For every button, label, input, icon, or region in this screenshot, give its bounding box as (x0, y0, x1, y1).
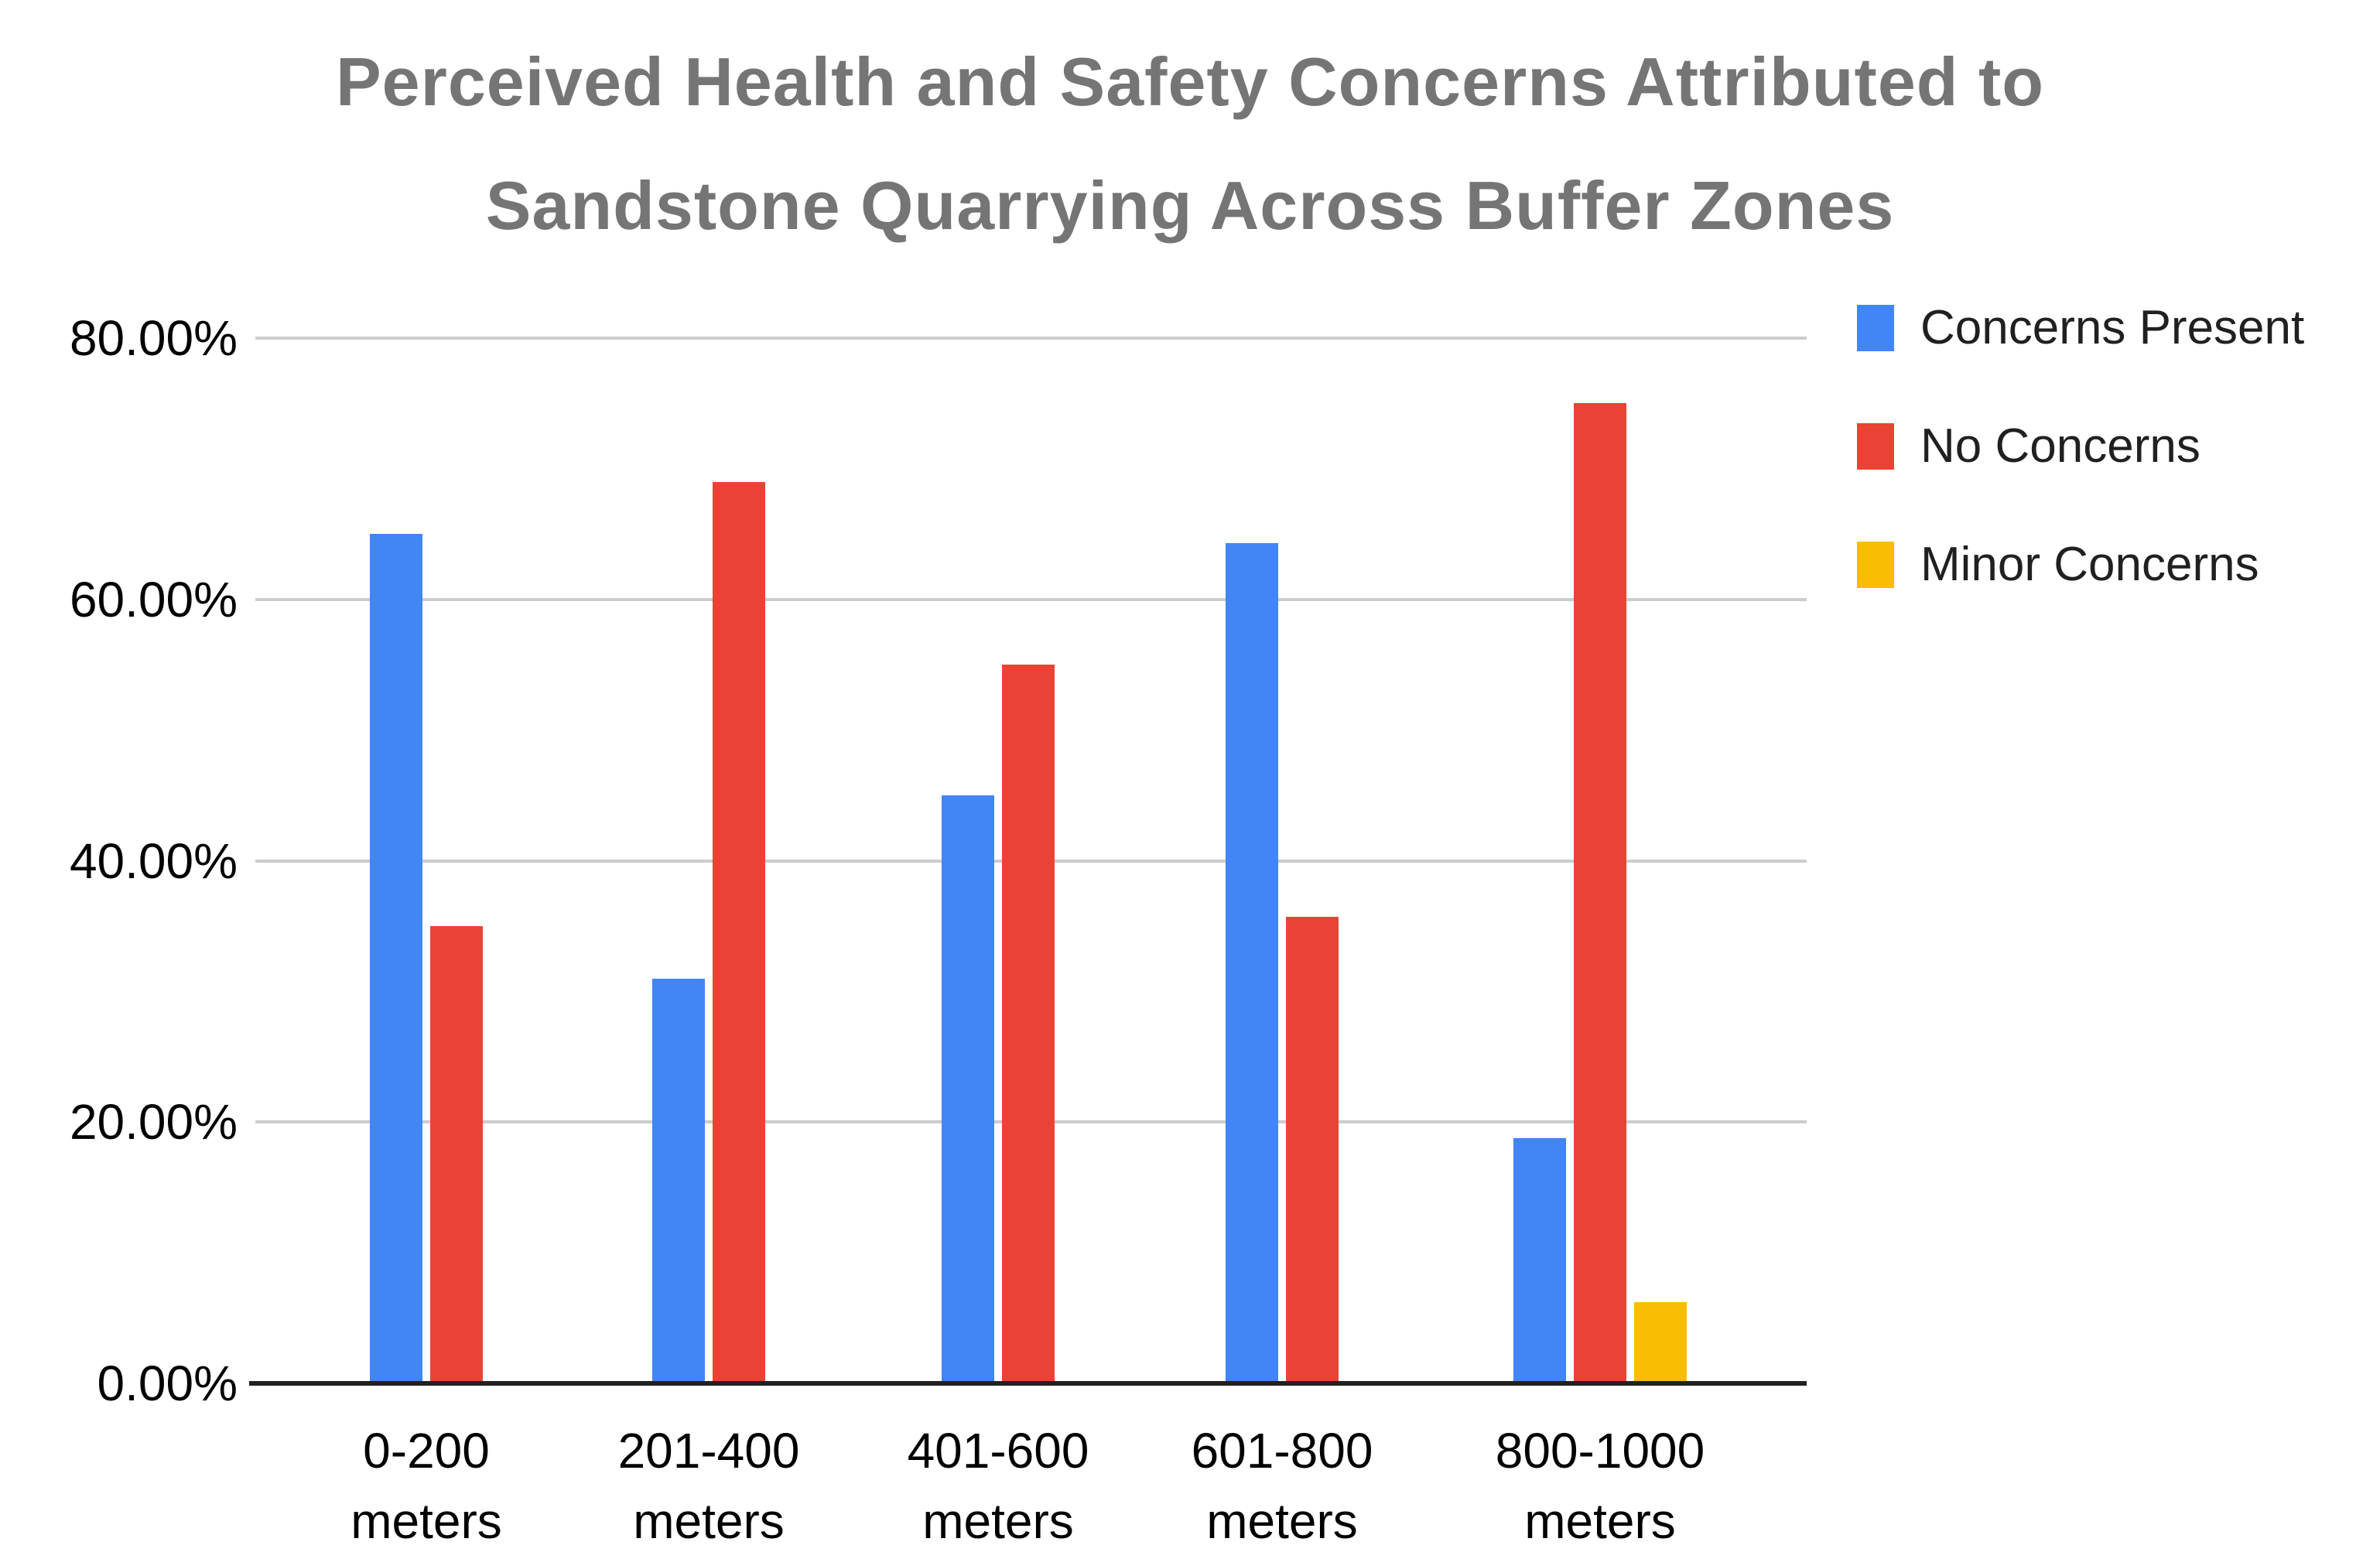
chart-title-line2: Sandstone Quarrying Across Buffer Zones (485, 167, 1895, 244)
y-tick-label: 40.00% (69, 832, 238, 889)
bar-concerns-present (942, 795, 994, 1383)
legend-item: Minor Concerns (1857, 537, 2304, 592)
bar-no-concerns (713, 481, 765, 1383)
x-tick-unit: meters (351, 1492, 502, 1549)
legend-swatch-no-concerns (1857, 422, 1894, 470)
y-tick-label: 80.00% (69, 310, 238, 366)
x-tick-label: 0-200 meters (272, 1416, 581, 1557)
x-tick-range: 800-1000 (1495, 1423, 1705, 1479)
x-tick-range: 201-400 (617, 1423, 800, 1479)
y-tick-label: 60.00% (69, 571, 238, 627)
legend-label: Concerns Present (1920, 301, 2305, 354)
bar-no-concerns (1574, 403, 1626, 1383)
bar-no-concerns (1286, 917, 1339, 1383)
x-tick-label: 601-800 meters (1127, 1416, 1437, 1557)
y-gridline (255, 337, 1807, 340)
bar-concerns-present (370, 534, 422, 1383)
x-tick-unit: meters (1524, 1492, 1676, 1549)
bar-concerns-present (652, 978, 705, 1383)
x-tick-unit: meters (922, 1492, 1074, 1549)
bar-no-concerns (1002, 665, 1055, 1383)
bar-no-concerns (430, 925, 483, 1383)
legend-swatch-minor-concerns (1857, 541, 1894, 588)
y-tick-label: 20.00% (69, 1094, 238, 1150)
bar-group (554, 338, 863, 1383)
y-tick-label: 0.00% (97, 1356, 238, 1411)
bar-concerns-present (1513, 1138, 1566, 1383)
x-tick-range: 401-600 (907, 1423, 1089, 1479)
bar-group (843, 338, 1153, 1383)
bar-minor-concerns (1634, 1301, 1687, 1383)
bar-group (1445, 338, 1755, 1383)
x-tick-label: 401-600 meters (843, 1416, 1153, 1557)
x-tick-label: 800-1000 meters (1445, 1416, 1755, 1557)
x-tick-range: 0-200 (363, 1423, 490, 1479)
x-tick-range: 601-800 (1191, 1423, 1373, 1479)
x-tick-label: 201-400 meters (554, 1416, 863, 1557)
x-tick-unit: meters (633, 1492, 785, 1549)
legend-label: No Concerns (1920, 419, 2200, 473)
legend-label: Minor Concerns (1920, 538, 2259, 591)
x-tick-unit: meters (1206, 1492, 1358, 1549)
chart-title: Perceived Health and Safety Concerns Att… (0, 20, 2380, 268)
bar-group (1127, 338, 1437, 1383)
y-gridline (255, 597, 1807, 601)
chart-title-line1: Perceived Health and Safety Concerns Att… (335, 43, 2045, 120)
legend-swatch-concerns-present (1857, 304, 1894, 351)
bar-concerns-present (1226, 543, 1278, 1383)
x-axis-line (249, 1381, 1807, 1386)
bar-group (272, 338, 581, 1383)
legend-item: No Concerns (1857, 419, 2304, 474)
legend: Concerns Present No Concerns Minor Concern… (1857, 300, 2304, 592)
legend-item: Concerns Present (1857, 300, 2304, 355)
